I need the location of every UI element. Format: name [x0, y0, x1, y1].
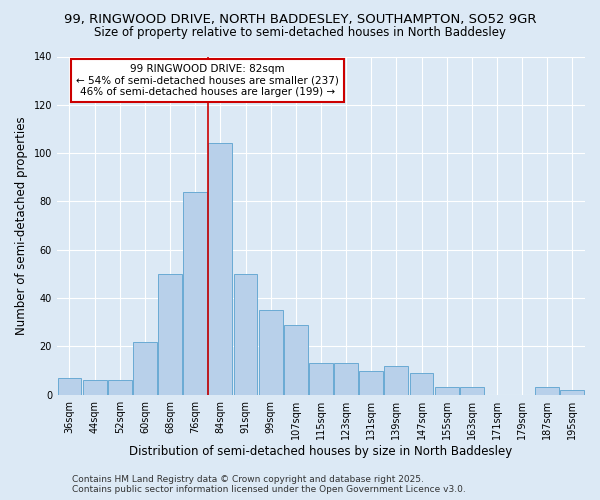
Bar — [233, 274, 257, 394]
Text: Contains HM Land Registry data © Crown copyright and database right 2025.
Contai: Contains HM Land Registry data © Crown c… — [72, 474, 466, 494]
Text: Size of property relative to semi-detached houses in North Baddesley: Size of property relative to semi-detach… — [94, 26, 506, 39]
Bar — [259, 310, 283, 394]
Text: 99, RINGWOOD DRIVE, NORTH BADDESLEY, SOUTHAMPTON, SO52 9GR: 99, RINGWOOD DRIVE, NORTH BADDESLEY, SOU… — [64, 12, 536, 26]
Bar — [83, 380, 107, 394]
Bar — [108, 380, 132, 394]
Bar — [158, 274, 182, 394]
Bar — [535, 388, 559, 394]
Bar — [208, 144, 232, 394]
Bar — [309, 364, 333, 394]
Y-axis label: Number of semi-detached properties: Number of semi-detached properties — [15, 116, 28, 335]
Bar — [284, 324, 308, 394]
Bar — [385, 366, 409, 394]
Bar — [334, 364, 358, 394]
Bar — [183, 192, 207, 394]
Bar — [359, 370, 383, 394]
Bar — [133, 342, 157, 394]
Bar — [435, 388, 458, 394]
Bar — [460, 388, 484, 394]
Bar — [560, 390, 584, 394]
Bar — [410, 373, 433, 394]
X-axis label: Distribution of semi-detached houses by size in North Baddesley: Distribution of semi-detached houses by … — [130, 444, 512, 458]
Text: 99 RINGWOOD DRIVE: 82sqm
← 54% of semi-detached houses are smaller (237)
46% of : 99 RINGWOOD DRIVE: 82sqm ← 54% of semi-d… — [76, 64, 339, 97]
Bar — [58, 378, 82, 394]
